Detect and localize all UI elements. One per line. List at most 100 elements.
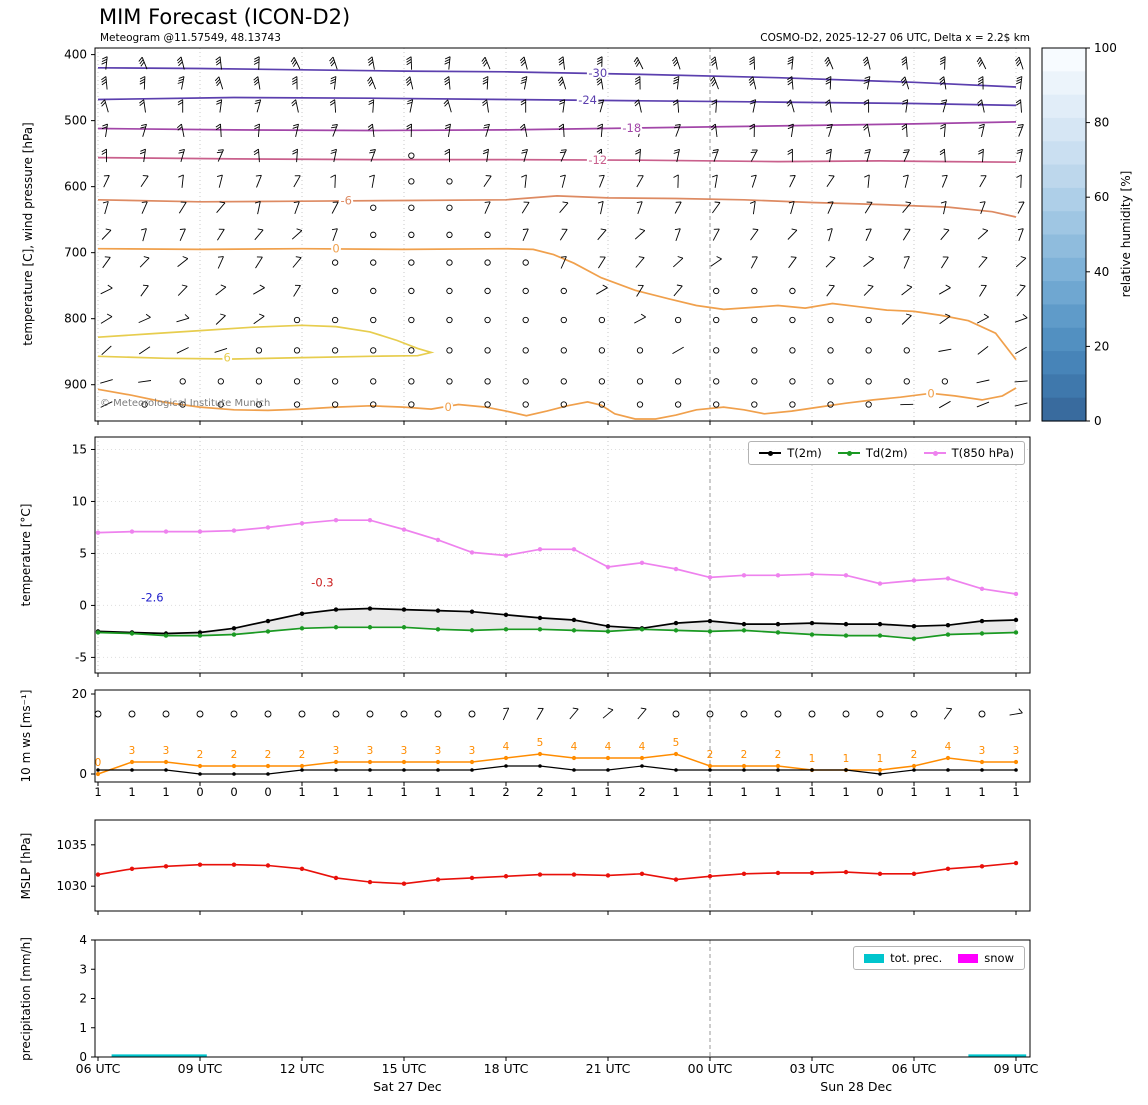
axis-label-precipitation: precipitation [mm/h] [19, 937, 33, 1061]
legend-entry-td2m: Td(2m) [837, 446, 908, 460]
svg-text:3: 3 [129, 745, 136, 757]
svg-text:-5: -5 [75, 650, 87, 664]
contour-line-0 [97, 247, 1017, 361]
svg-text:3: 3 [1013, 745, 1020, 757]
svg-text:2: 2 [638, 785, 645, 799]
legend-entry-t850: T(850 hPa) [923, 446, 1014, 460]
contour-line-0 [97, 387, 1017, 420]
svg-text:0: 0 [79, 1050, 87, 1064]
svg-text:10: 10 [72, 494, 87, 508]
legend-label-t2m: T(2m) [787, 446, 822, 460]
svg-text:1: 1 [400, 785, 407, 799]
svg-text:2: 2 [502, 785, 509, 799]
svg-text:0: 0 [1094, 414, 1102, 428]
legend-label-totprec: tot. prec. [890, 951, 943, 965]
page-title: MIM Forecast (ICON-D2) [99, 5, 351, 29]
legend-label-td2m: Td(2m) [865, 446, 908, 460]
legend-label-t850: T(850 hPa) [951, 446, 1014, 460]
svg-text:0: 0 [230, 785, 237, 799]
svg-text:4: 4 [605, 741, 612, 753]
svg-text:12 UTC: 12 UTC [280, 1061, 325, 1076]
svg-text:0: 0 [95, 757, 102, 769]
svg-text:3: 3 [333, 745, 340, 757]
contour-label--6: -6 [340, 194, 351, 208]
temperature-contours [97, 66, 1017, 420]
svg-text:0: 0 [196, 785, 203, 799]
svg-text:18 UTC: 18 UTC [484, 1061, 529, 1076]
mslp-series [95, 860, 1019, 886]
svg-text:3: 3 [79, 962, 87, 976]
svg-text:2: 2 [741, 749, 748, 761]
svg-text:2: 2 [911, 749, 918, 761]
svg-text:3: 3 [469, 745, 476, 757]
svg-text:4: 4 [571, 741, 578, 753]
svg-text:0: 0 [264, 785, 271, 799]
copyright-note: © Meteorological Institute Munich [100, 398, 271, 409]
svg-text:1: 1 [944, 785, 951, 799]
svg-text:60: 60 [1094, 190, 1109, 204]
svg-text:3: 3 [163, 745, 170, 757]
legend-entry-totprec: tot. prec. [864, 951, 942, 965]
contour-line--18 [97, 121, 1017, 132]
svg-text:80: 80 [1094, 116, 1109, 130]
svg-text:1: 1 [978, 785, 985, 799]
svg-text:1: 1 [910, 785, 917, 799]
svg-text:1030: 1030 [56, 879, 87, 893]
svg-text:1: 1 [842, 785, 849, 799]
svg-text:1: 1 [808, 785, 815, 799]
tot-prec-swatch [864, 953, 885, 963]
wind-barbs [100, 56, 1028, 409]
t850-line-swatch [923, 450, 946, 456]
svg-text:3: 3 [435, 745, 442, 757]
svg-text:1: 1 [809, 753, 816, 765]
panel-precipitation: 0 1 2 3 4 [79, 933, 1031, 1064]
contour-label-0: 0 [927, 386, 934, 400]
svg-text:20: 20 [72, 687, 87, 701]
svg-text:1: 1 [79, 1021, 87, 1035]
svg-text:1: 1 [94, 785, 101, 799]
svg-text:5: 5 [537, 737, 544, 749]
svg-text:1: 1 [468, 785, 475, 799]
contour-line--30 [97, 66, 1017, 88]
temperature-series [95, 517, 1019, 641]
contour-line--6 [97, 195, 1017, 218]
t-td-spread-fill [98, 608, 1016, 639]
svg-text:21 UTC: 21 UTC [586, 1061, 631, 1076]
svg-text:5: 5 [79, 546, 87, 560]
panel-temperature: -2.6 -0.3 -5 0 5 10 15 [72, 436, 1031, 677]
svg-text:4: 4 [79, 933, 87, 947]
svg-text:1: 1 [1012, 785, 1019, 799]
svg-text:1: 1 [434, 785, 441, 799]
wind-series [95, 751, 1019, 777]
svg-text:1: 1 [672, 785, 679, 799]
svg-text:4: 4 [503, 741, 510, 753]
svg-text:700: 700 [64, 246, 87, 260]
precipitation-legend: tot. prec. snow [853, 946, 1025, 970]
snow-swatch [958, 953, 979, 963]
contour-label--18: -18 [622, 121, 641, 135]
contour-line--12 [97, 156, 1017, 164]
contour-label--12: -12 [588, 153, 607, 167]
temperature-legend: T(2m) Td(2m) T(850 hPa) [748, 441, 1025, 465]
svg-text:4: 4 [639, 741, 646, 753]
svg-text:5: 5 [673, 737, 680, 749]
svg-text:20: 20 [1094, 339, 1109, 353]
svg-text:3: 3 [367, 745, 374, 757]
location-subtitle: Meteogram @11.57549, 48.13743 [100, 32, 281, 44]
svg-text:2: 2 [536, 785, 543, 799]
svg-text:1: 1 [604, 785, 611, 799]
contour-label--30: -30 [588, 66, 607, 80]
legend-entry-snow: snow [958, 951, 1014, 965]
svg-text:06 UTC: 06 UTC [892, 1061, 937, 1076]
svg-text:4: 4 [945, 741, 952, 753]
svg-text:1: 1 [128, 785, 135, 799]
svg-text:1: 1 [332, 785, 339, 799]
svg-text:1: 1 [706, 785, 713, 799]
svg-text:1: 1 [570, 785, 577, 799]
svg-text:00 UTC: 00 UTC [688, 1061, 733, 1076]
annotation--2.6: -2.6 [141, 590, 163, 604]
svg-text:100: 100 [1094, 41, 1117, 55]
svg-text:400: 400 [64, 48, 87, 62]
panel-wind: 03 3 2 2 2 2 3 3 3 3 3 4 5 4 4 4 52 2 2 1 1 1 24 3 31 1 1 0 0 0 1 1 1 1 1 1… [72, 687, 1031, 799]
